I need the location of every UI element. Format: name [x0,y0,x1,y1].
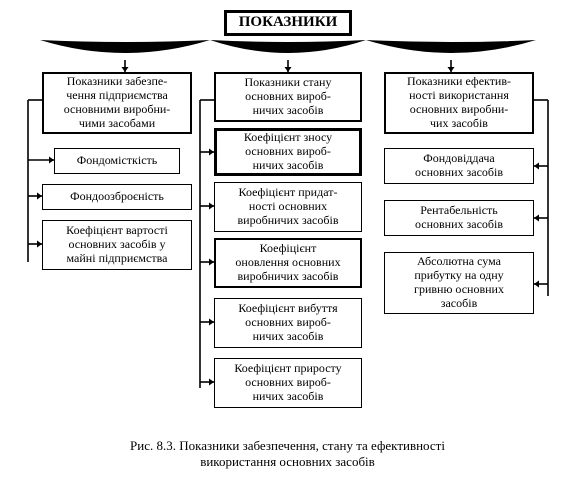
caption-line-2: використання основних засобів [200,454,375,469]
caption-line-1: Рис. 8.3. Показники забезпечення, стану … [130,438,445,453]
node-left0: Показники забезпе-чення підприємстваосно… [42,72,192,134]
diagram-canvas: ПОКАЗНИКИ Рис. 8.3. Показники забезпечен… [0,0,575,500]
node-mid0: Показники стануосновних вироб-ничих засо… [214,72,362,122]
node-mid1: Коефіцієнт зносуосновних вироб-ничих зас… [214,128,362,176]
node-left2: Фондоозброєність [42,184,192,210]
node-left3: Коефіцієнт вартостіосновних засобів умай… [42,220,192,270]
node-left1: Фондомісткість [54,148,180,174]
figure-caption: Рис. 8.3. Показники забезпечення, стану … [0,438,575,469]
node-mid4: Коефіцієнт вибуттяосновних вироб-ничих з… [214,298,362,348]
node-mid3: Коефіцієнтоновлення основнихвиробничих з… [214,238,362,288]
node-right1: Фондовіддачаосновних засобів [384,148,534,184]
node-mid5: Коефіцієнт приростуосновних вироб-ничих … [214,358,362,408]
node-right3: Абсолютна сумаприбутку на однугривню осн… [384,252,534,314]
node-right0: Показники ефектив-ності використанняосно… [384,72,534,134]
node-mid2: Коефіцієнт придат-ності основнихвиробнич… [214,182,362,232]
node-right2: Рентабельністьосновних засобів [384,200,534,236]
title-box: ПОКАЗНИКИ [224,10,352,36]
